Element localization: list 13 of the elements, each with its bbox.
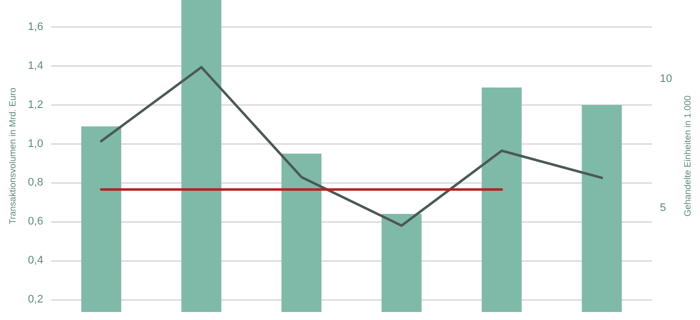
y-tick-label: 1,2 bbox=[28, 98, 44, 111]
y-tick-label: 1,0 bbox=[28, 138, 44, 150]
y-tick-label: 0,2 bbox=[28, 293, 44, 306]
y-tick-label: 0,4 bbox=[28, 254, 44, 266]
y2-tick-label: 5 bbox=[660, 202, 666, 214]
y2-axis-title: Gehandelte Einheiten in 1.000 bbox=[682, 95, 692, 217]
y-tick-label: 1,4 bbox=[28, 60, 44, 72]
line-series bbox=[100, 66, 604, 227]
y-tick-label: 1,6 bbox=[28, 21, 44, 34]
y-axis-title: Transaktionsvolumen in Mrd. Euro bbox=[8, 88, 18, 224]
y-tick-label: 0,8 bbox=[28, 176, 44, 189]
y2-tick-label: 10 bbox=[660, 72, 672, 85]
y-tick-label: 0,6 bbox=[28, 216, 44, 228]
